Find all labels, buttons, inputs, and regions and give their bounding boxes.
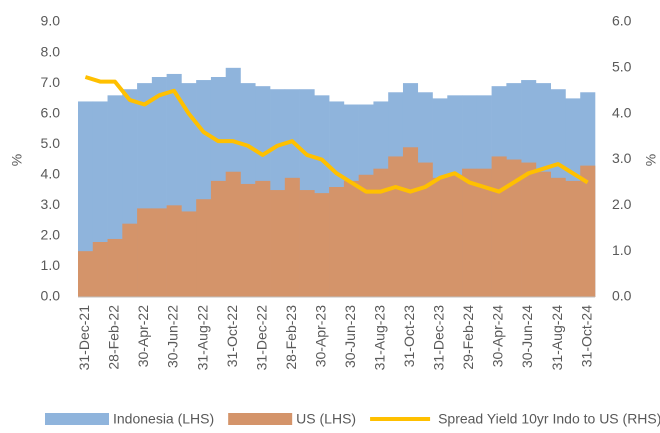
bar [476, 168, 492, 297]
bar [462, 168, 478, 297]
x-tick-label: 30-Apr-24 [490, 305, 506, 367]
bar [358, 174, 374, 297]
y-tick-label: 5.0 [41, 135, 61, 151]
bar [373, 168, 389, 297]
x-tick-label: 31-Oct-23 [401, 305, 417, 367]
bar [299, 190, 315, 297]
y2-tick-label: 1.0 [612, 242, 632, 258]
y2-tick-label: 2.0 [612, 196, 632, 212]
x-tick-label: 28-Feb-22 [106, 305, 122, 370]
bar [550, 177, 566, 297]
bar [388, 156, 404, 297]
y-tick-label: 6.0 [41, 104, 61, 120]
y2-tick-label: 5.0 [612, 59, 632, 75]
y2-axis-label: % [643, 154, 659, 166]
bar [491, 156, 507, 297]
y-tick-label: 8.0 [41, 43, 61, 59]
bar [506, 159, 522, 297]
x-tick-label: 31-Oct-22 [224, 305, 240, 367]
x-tick-label: 31-Aug-23 [372, 305, 388, 371]
x-tick-label: 31-Dec-22 [253, 305, 269, 371]
bar [225, 171, 241, 297]
legend-label: US (LHS) [296, 411, 356, 427]
y-tick-label: 1.0 [41, 257, 61, 273]
x-tick-label: 28-Feb-23 [283, 305, 299, 370]
bar [284, 177, 300, 297]
x-tick-label: 31-Oct-24 [578, 305, 594, 367]
bar [166, 205, 182, 297]
x-tick-label: 29-Feb-24 [460, 305, 476, 370]
bar [535, 171, 551, 297]
bar [402, 147, 419, 297]
bar [240, 183, 256, 297]
bar [343, 180, 359, 297]
y-tick-label: 4.0 [41, 165, 61, 181]
y-tick-label: 9.0 [41, 13, 61, 29]
y2-tick-label: 3.0 [612, 150, 632, 166]
x-tick-label: 30-Jun-22 [165, 305, 181, 368]
x-tick-label: 31-Aug-22 [194, 305, 210, 371]
y-tick-label: 3.0 [41, 196, 61, 212]
x-tick-label: 31-Dec-21 [76, 305, 92, 371]
x-tick-label: 30-Apr-22 [135, 305, 151, 367]
x-tick-label: 31-Aug-24 [549, 305, 565, 371]
bar [78, 251, 94, 297]
bar [314, 193, 330, 297]
bar [92, 242, 108, 297]
bar [580, 165, 596, 297]
line [84, 75, 589, 194]
y2-tick-label: 4.0 [612, 104, 632, 120]
x-tick-label: 30-Jun-24 [519, 305, 535, 368]
bar [78, 101, 94, 297]
y-axis-label: % [9, 154, 25, 166]
x-tick-label: 30-Apr-23 [312, 305, 328, 367]
bar [151, 208, 167, 297]
bar [107, 238, 123, 297]
y-tick-label: 7.0 [41, 74, 61, 90]
legend-label: Spread Yield 10yr Indo to US (RHS) [438, 411, 660, 427]
bar [196, 199, 212, 297]
legend-swatch [228, 413, 293, 425]
x-tick-label: 30-Jun-23 [342, 305, 358, 368]
bar [432, 177, 448, 297]
bar [210, 180, 227, 297]
y2-tick-label: 0.0 [612, 288, 632, 304]
bar [255, 180, 271, 297]
bar [122, 223, 138, 297]
y-tick-label: 0.0 [41, 288, 61, 304]
legend-label: Indonesia (LHS) [113, 411, 214, 427]
bar [270, 190, 286, 297]
bar [521, 162, 537, 297]
legend-swatch [45, 413, 109, 425]
bar [181, 211, 197, 297]
y2-tick-label: 6.0 [612, 13, 632, 29]
bar [417, 162, 433, 297]
bar [565, 180, 581, 297]
y-tick-label: 2.0 [41, 227, 61, 243]
bar [329, 187, 345, 297]
x-tick-label: 31-Dec-23 [431, 305, 447, 371]
bar [447, 174, 463, 297]
bar [137, 208, 153, 297]
